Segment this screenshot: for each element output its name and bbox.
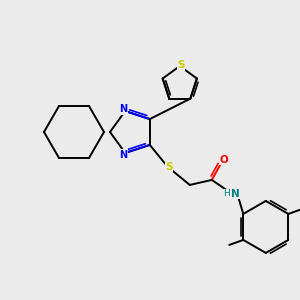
Text: O: O — [219, 155, 228, 165]
Text: N: N — [119, 104, 127, 114]
Text: H: H — [224, 189, 230, 198]
Text: N: N — [231, 189, 240, 199]
Text: S: S — [177, 60, 184, 70]
Text: S: S — [165, 162, 172, 172]
Text: N: N — [119, 150, 127, 160]
